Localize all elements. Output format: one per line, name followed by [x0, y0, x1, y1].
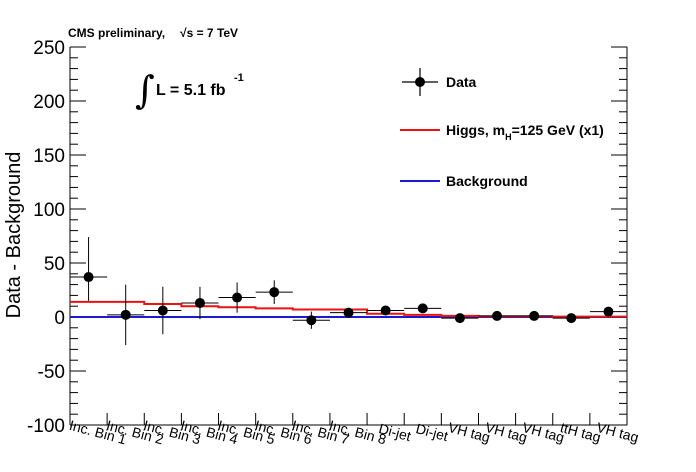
legend-background-label: Background — [446, 173, 528, 189]
data-point — [306, 315, 316, 325]
y-tick-label: 150 — [33, 146, 65, 167]
data-point — [232, 293, 242, 303]
integral-sign: ∫ — [135, 68, 155, 112]
legend-higgs-label: Higgs, mH=125 GeV (x1) — [446, 122, 604, 142]
data-point — [381, 306, 391, 316]
y-tick-label: 100 — [33, 200, 65, 221]
lumi-text: L = 5.1 fb — [156, 82, 226, 99]
y-tick-label: -100 — [27, 416, 65, 437]
y-tick-label: 50 — [44, 254, 65, 275]
data-point — [418, 303, 428, 313]
data-point — [566, 313, 576, 323]
legend-data-marker — [415, 77, 425, 87]
y-axis-title: Data - Background — [3, 152, 25, 319]
legend-entry-data: Data — [402, 68, 477, 96]
x-tick-label: VH tag — [595, 419, 640, 446]
x-tick-label: Di-jet — [414, 420, 450, 444]
data-point — [455, 313, 465, 323]
data-point — [529, 311, 539, 321]
experiment-label: CMS preliminary, — [68, 26, 165, 40]
y-tick-label: 250 — [33, 38, 65, 59]
y-tick-label: 0 — [54, 308, 65, 329]
series — [70, 237, 627, 345]
lumi-exponent: -1 — [234, 72, 244, 84]
lumi-label: ∫ L = 5.1 fb -1 — [135, 68, 244, 112]
data-point — [492, 311, 502, 321]
legend-data-label: Data — [446, 74, 477, 90]
y-tick-label: 200 — [33, 92, 65, 113]
data-point — [158, 306, 168, 316]
data-point — [84, 272, 94, 282]
legend-entry-background: Background — [400, 173, 528, 189]
data-point — [344, 308, 354, 318]
data-point — [603, 307, 613, 317]
y-tick-label: -50 — [38, 362, 65, 383]
legend: Data Higgs, mH=125 GeV (x1) Background — [400, 68, 604, 189]
data-point — [195, 298, 205, 308]
data-point — [269, 287, 279, 297]
legend-entry-higgs: Higgs, mH=125 GeV (x1) — [400, 122, 604, 142]
energy-label: √s = 7 TeV — [180, 26, 238, 40]
data-point — [121, 310, 131, 320]
